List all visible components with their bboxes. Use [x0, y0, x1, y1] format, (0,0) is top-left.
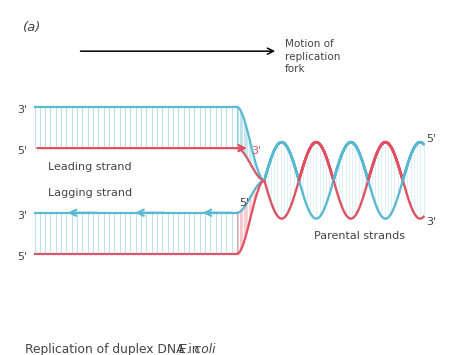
- Text: 3': 3': [252, 146, 262, 156]
- Text: 5': 5': [18, 252, 28, 262]
- Text: 5': 5': [426, 134, 436, 144]
- Text: Replication of duplex DNA in: Replication of duplex DNA in: [26, 343, 204, 355]
- Text: 5': 5': [18, 146, 28, 156]
- Text: 3': 3': [18, 211, 28, 221]
- Text: (a): (a): [23, 21, 42, 34]
- Text: E. coli: E. coli: [179, 343, 215, 355]
- Text: Lagging strand: Lagging strand: [48, 188, 132, 198]
- Text: 3': 3': [18, 105, 28, 115]
- Text: Leading strand: Leading strand: [48, 163, 132, 173]
- Text: Parental strands: Parental strands: [314, 231, 405, 241]
- Text: 5': 5': [239, 198, 249, 208]
- Text: 3': 3': [426, 217, 436, 226]
- Text: Motion of
replication
fork: Motion of replication fork: [285, 39, 340, 74]
